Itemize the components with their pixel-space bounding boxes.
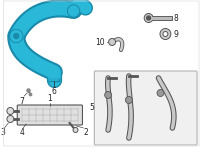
Circle shape: [147, 16, 151, 20]
Circle shape: [7, 116, 14, 122]
Text: 6: 6: [51, 87, 56, 96]
Text: 7: 7: [20, 97, 25, 106]
Circle shape: [10, 30, 23, 42]
Text: 5: 5: [89, 103, 94, 112]
FancyBboxPatch shape: [94, 71, 197, 145]
Circle shape: [69, 6, 78, 16]
Text: 4: 4: [20, 128, 25, 137]
Text: 8: 8: [173, 14, 178, 22]
Point: [28, 93, 32, 95]
Text: 10: 10: [96, 37, 105, 46]
Circle shape: [105, 91, 112, 98]
Circle shape: [163, 31, 168, 36]
FancyBboxPatch shape: [17, 105, 82, 125]
Circle shape: [160, 29, 171, 40]
Circle shape: [11, 30, 22, 41]
Circle shape: [14, 34, 19, 39]
Text: 3: 3: [0, 128, 5, 137]
Circle shape: [125, 96, 132, 103]
Circle shape: [73, 127, 78, 132]
Text: 2: 2: [83, 128, 88, 137]
Circle shape: [68, 5, 79, 17]
Circle shape: [144, 14, 153, 22]
Text: 9: 9: [173, 30, 178, 39]
Circle shape: [7, 107, 14, 115]
Circle shape: [157, 90, 164, 96]
Text: 1: 1: [47, 94, 52, 103]
Point: [27, 89, 30, 91]
Circle shape: [109, 39, 116, 46]
